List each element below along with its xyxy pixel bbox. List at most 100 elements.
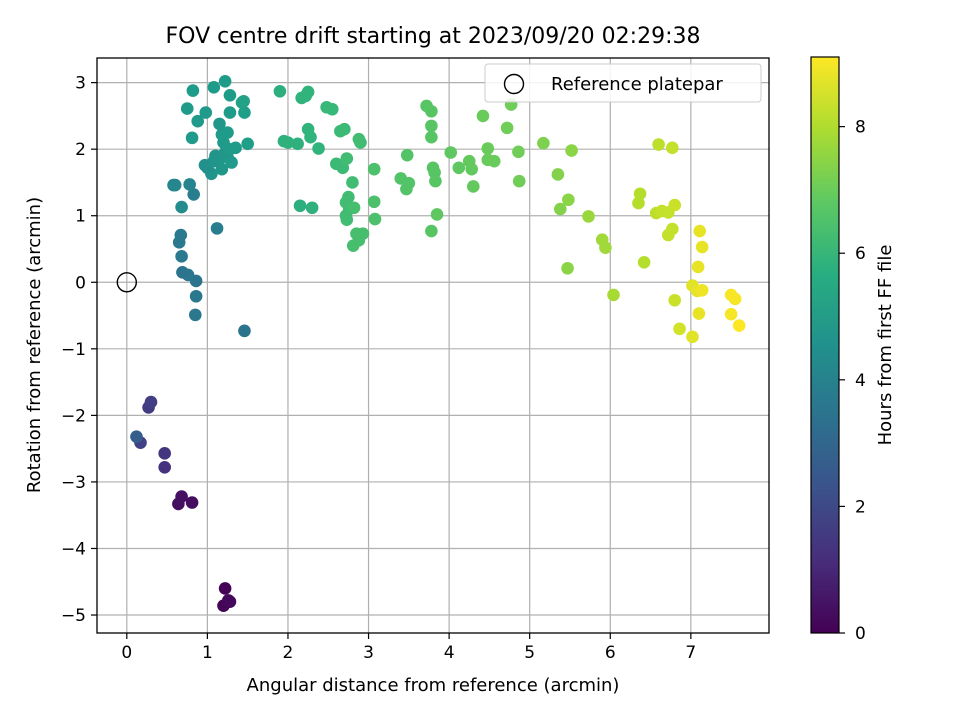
data-point xyxy=(666,141,679,155)
data-point xyxy=(325,102,339,116)
data-point xyxy=(347,201,361,215)
data-point xyxy=(221,126,234,139)
data-point xyxy=(368,212,382,226)
data-point xyxy=(466,180,480,193)
y-tick-label: −5 xyxy=(61,606,86,626)
data-point xyxy=(189,308,202,322)
x-tick-label: 7 xyxy=(685,643,696,663)
data-point xyxy=(241,137,254,151)
colorbar-label: Hours from first FF file xyxy=(875,245,896,446)
data-point xyxy=(210,222,224,235)
data-point xyxy=(728,292,742,306)
x-axis: 0 1 2 3 4 5 6 7 xyxy=(121,633,696,663)
legend: Reference platepar xyxy=(484,63,762,103)
legend-box xyxy=(484,63,762,103)
data-point xyxy=(191,114,205,128)
data-point xyxy=(430,208,444,221)
data-point xyxy=(668,198,682,212)
data-point xyxy=(185,496,199,509)
data-point xyxy=(444,146,458,159)
data-point xyxy=(691,260,705,274)
data-point xyxy=(500,121,514,135)
y-tick-label: 2 xyxy=(75,140,86,160)
data-point xyxy=(144,395,158,409)
data-point xyxy=(312,142,325,155)
plot-frame xyxy=(96,57,770,634)
data-point xyxy=(293,199,307,213)
data-point xyxy=(565,144,578,157)
colorbar-tick-label: 6 xyxy=(855,244,866,264)
y-axis: −5 −4 −3 −2 −1 0 1 2 3 xyxy=(61,74,97,626)
data-point xyxy=(158,447,171,460)
colorbar-ticks: 0 2 4 6 8 xyxy=(839,118,866,644)
data-point xyxy=(400,148,414,162)
data-point xyxy=(367,195,381,209)
data-point xyxy=(554,202,567,216)
data-point xyxy=(695,240,709,254)
x-tick-label: 2 xyxy=(283,643,294,663)
y-tick-label: −1 xyxy=(61,340,86,360)
data-point xyxy=(209,149,222,163)
data-point xyxy=(452,161,466,175)
y-tick-label: 1 xyxy=(75,207,86,227)
data-point xyxy=(693,224,707,238)
data-point xyxy=(668,293,682,307)
data-point xyxy=(168,178,182,192)
grid-lines xyxy=(97,58,769,633)
data-point xyxy=(340,152,354,165)
data-point xyxy=(666,222,679,236)
x-tick-label: 4 xyxy=(444,643,455,663)
data-point xyxy=(481,142,495,155)
data-point xyxy=(273,84,287,98)
data-point xyxy=(425,104,438,118)
legend-label: Reference platepar xyxy=(551,74,723,95)
reference-platepar-marker xyxy=(116,272,138,293)
data-point xyxy=(476,109,490,123)
data-point xyxy=(301,85,315,99)
data-point xyxy=(223,106,237,119)
data-point xyxy=(607,288,620,302)
data-point xyxy=(633,187,647,201)
data-point xyxy=(175,490,188,503)
data-point xyxy=(695,283,709,297)
scatter-points xyxy=(130,74,746,613)
data-point xyxy=(637,256,651,269)
data-point xyxy=(582,210,595,223)
data-point xyxy=(301,122,315,136)
data-point xyxy=(213,117,226,131)
data-point xyxy=(237,94,250,108)
data-point xyxy=(223,595,237,609)
data-point xyxy=(238,106,251,119)
data-point xyxy=(537,136,550,150)
data-point xyxy=(189,289,203,303)
y-tick-label: −2 xyxy=(61,406,86,426)
data-point xyxy=(692,307,706,320)
data-point xyxy=(223,88,237,102)
data-point xyxy=(180,102,194,115)
data-point xyxy=(215,162,229,176)
x-tick-label: 5 xyxy=(524,643,535,663)
y-tick-label: −4 xyxy=(61,539,86,559)
data-point xyxy=(158,460,171,474)
data-point xyxy=(367,162,381,176)
data-point xyxy=(281,136,295,149)
data-point xyxy=(732,319,746,332)
data-point xyxy=(187,188,200,201)
data-point xyxy=(402,176,416,190)
colorbar-gradient xyxy=(810,56,840,634)
data-point xyxy=(487,154,501,168)
data-point xyxy=(512,174,526,188)
colorbar-tick-label: 0 xyxy=(855,624,866,644)
y-axis-label: Rotation from reference (arcmin) xyxy=(24,197,45,493)
x-tick-label: 6 xyxy=(605,643,616,663)
data-point xyxy=(175,250,188,263)
data-point xyxy=(305,201,319,215)
x-tick-label: 3 xyxy=(363,643,374,663)
data-point xyxy=(175,200,188,214)
data-point xyxy=(686,330,699,344)
data-point xyxy=(561,262,574,275)
x-tick-label: 1 xyxy=(202,643,213,663)
colorbar-tick-label: 2 xyxy=(855,497,866,517)
data-point xyxy=(512,145,525,159)
data-point xyxy=(354,136,367,149)
